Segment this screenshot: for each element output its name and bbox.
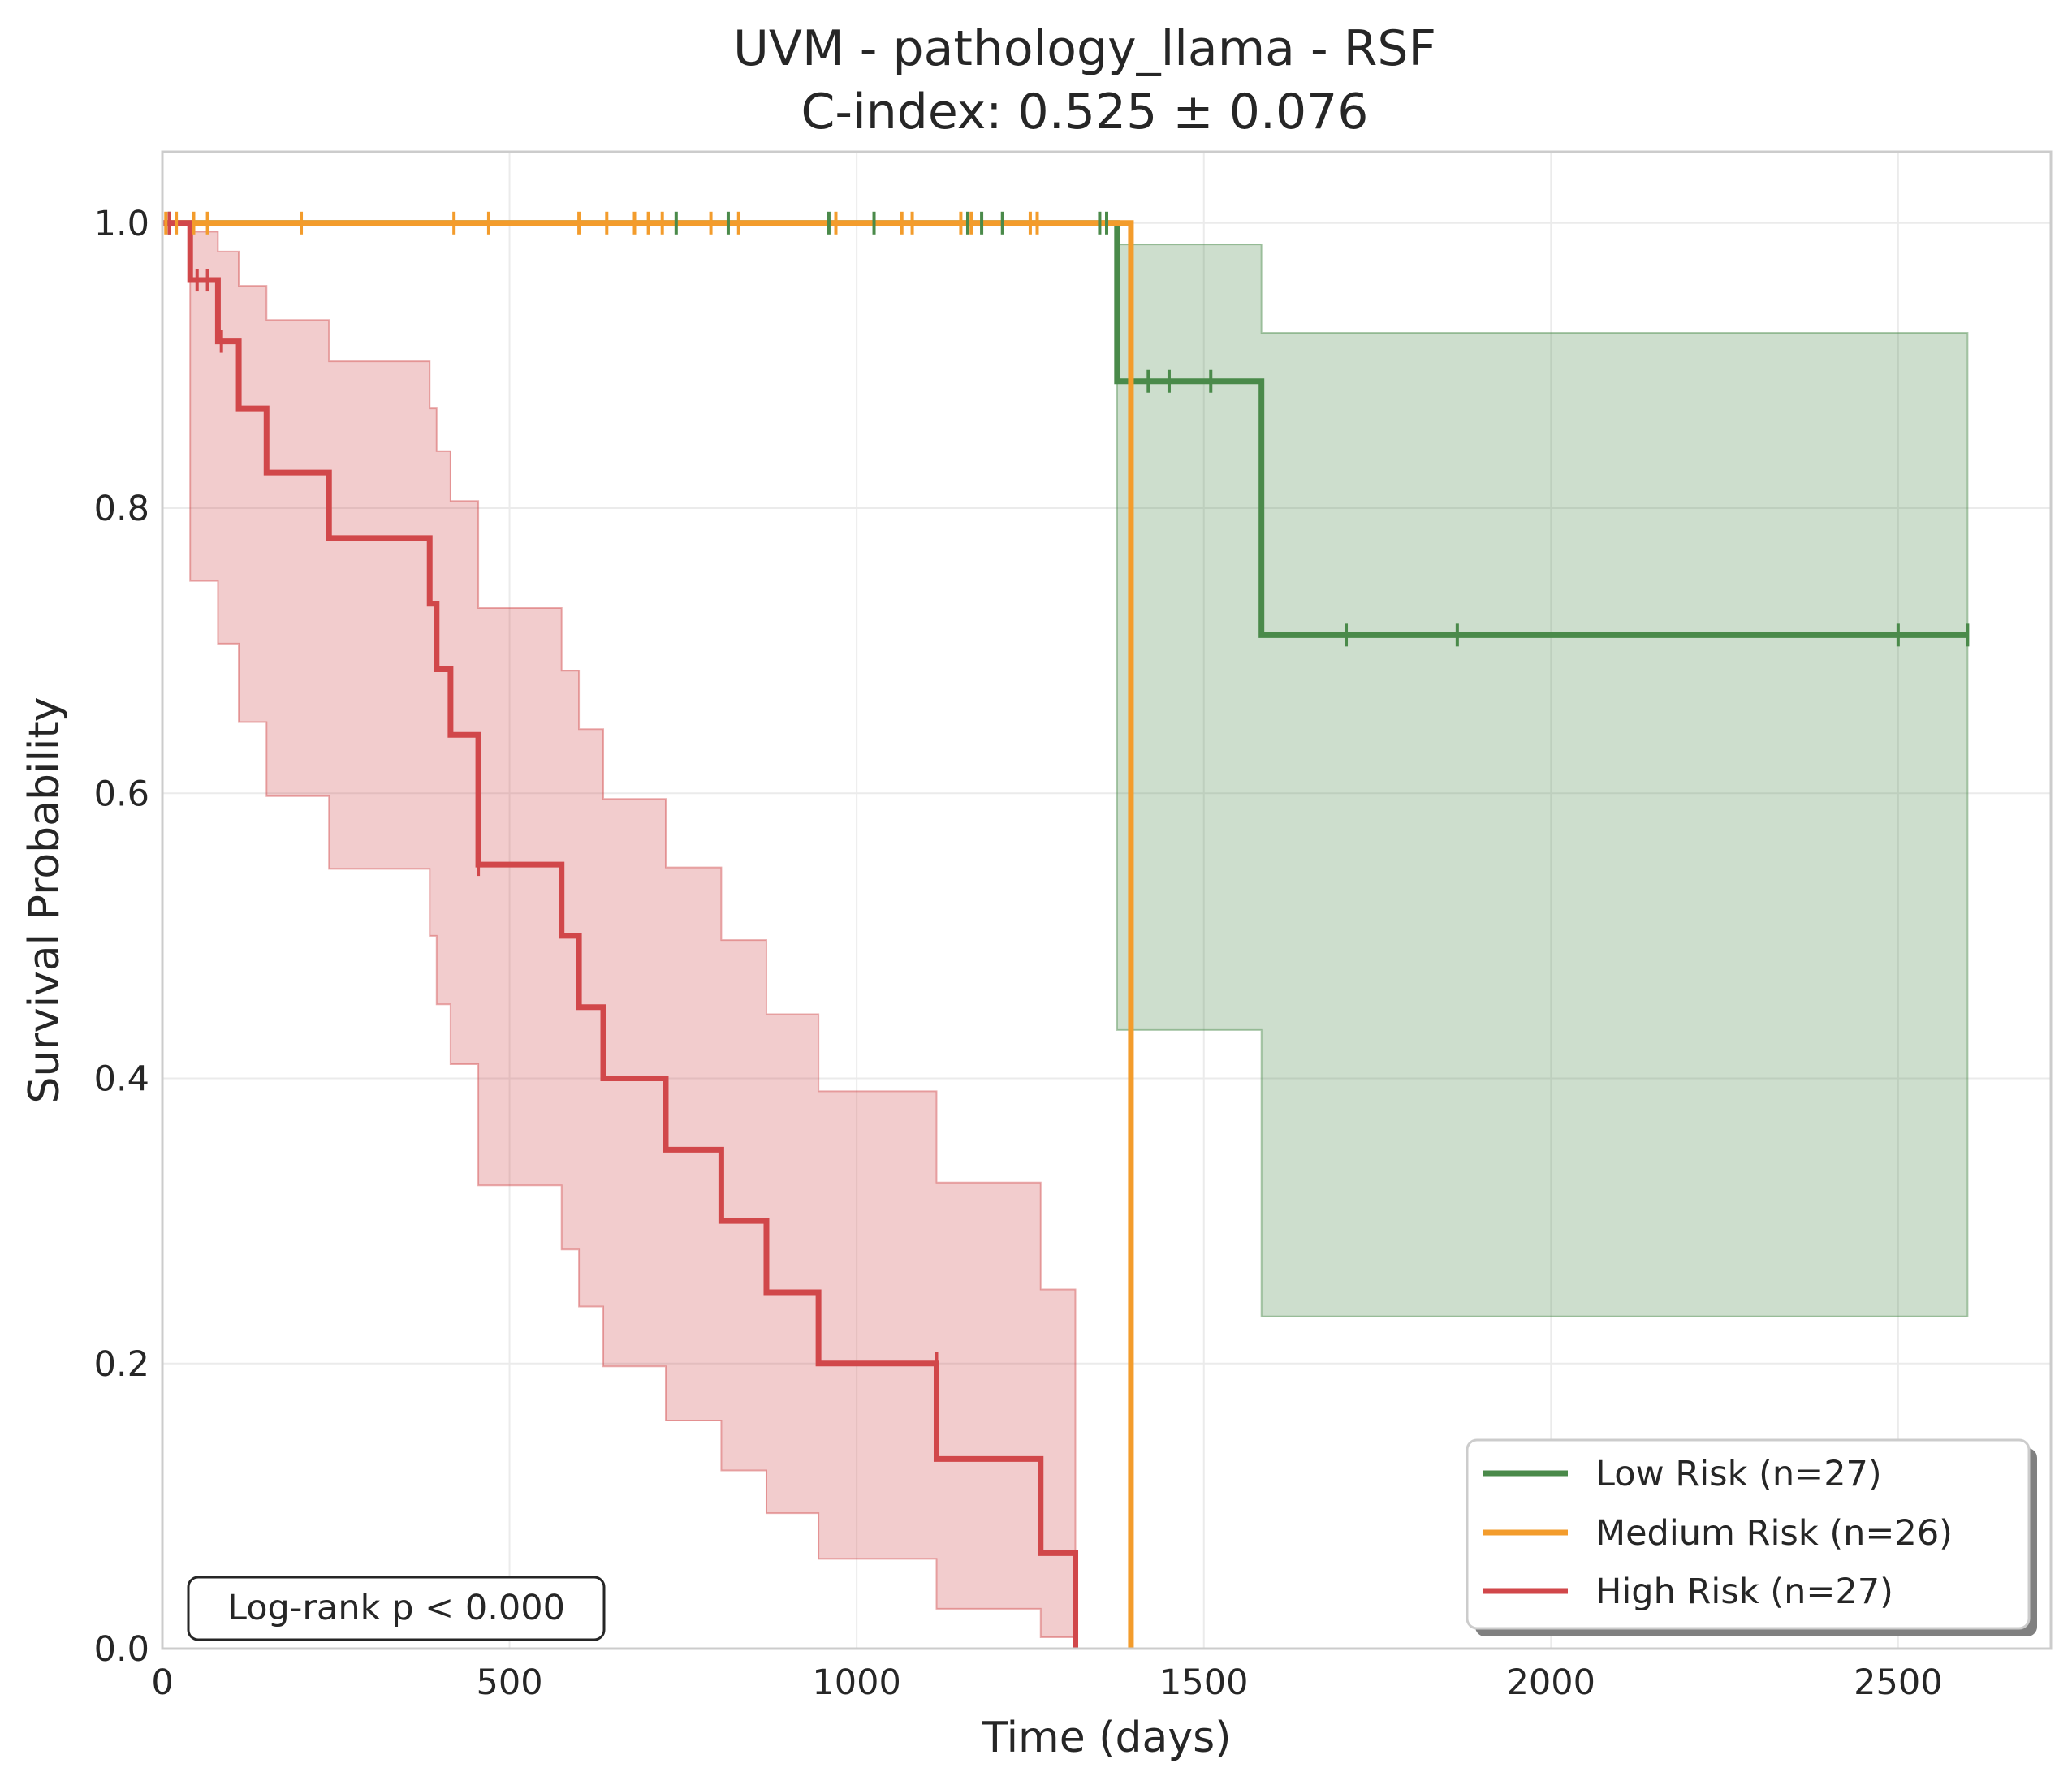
survival-line-medium (162, 220, 1134, 1649)
ci-band-high (162, 222, 1077, 1649)
logrank-box (187, 1576, 606, 1641)
x-tick-label: 500 (477, 1662, 543, 1703)
y-tick-label: 0.6 (94, 774, 149, 814)
x-tick-label: 1000 (812, 1662, 900, 1703)
x-tick-label: 2000 (1507, 1662, 1595, 1703)
y-tick-label: 0.2 (94, 1344, 149, 1385)
grid (162, 152, 2051, 1649)
legend: Low Risk (n=27) Medium Risk (n=26) High … (1466, 1438, 2037, 1636)
y-tick-label: 1.0 (94, 204, 149, 244)
logrank-text: Log-rank p < 0.000 (227, 1588, 565, 1628)
y-tick-label: 0.4 (94, 1059, 149, 1100)
y-tick-label: 0.0 (94, 1629, 149, 1670)
x-tick-label: 1500 (1159, 1662, 1248, 1703)
legend-label-medium: Medium Risk (n=26) (1595, 1513, 1953, 1554)
x-axis-label: Time (days) (981, 1714, 1231, 1762)
legend-label-high: High Risk (n=27) (1595, 1572, 1893, 1612)
survival-lines (162, 220, 1968, 1649)
x-tick-label: 0 (151, 1662, 173, 1703)
logrank-annotation: Log-rank p < 0.000 (187, 1576, 606, 1641)
survival-line-high (162, 220, 1079, 1649)
confidence-bands (162, 222, 1969, 1649)
x-tick-label: 2500 (1854, 1662, 1942, 1703)
censor-marks (164, 211, 1970, 1375)
plot-frame (161, 150, 2053, 1650)
x-axis-ticks: 0 500 1000 1500 2000 2500 (151, 1662, 1942, 1703)
y-axis-ticks: 0.0 0.2 0.4 0.6 0.8 1.0 (94, 204, 149, 1670)
legend-label-low: Low Risk (n=27) (1595, 1454, 1882, 1494)
y-axis-label: Survival Probability (20, 696, 69, 1103)
chart-title: UVM - pathology_llama - RSF (733, 20, 1436, 77)
y-tick-label: 0.8 (94, 489, 149, 529)
legend-box (1466, 1438, 2031, 1630)
chart-subtitle: C-index: 0.525 ± 0.076 (801, 84, 1369, 140)
